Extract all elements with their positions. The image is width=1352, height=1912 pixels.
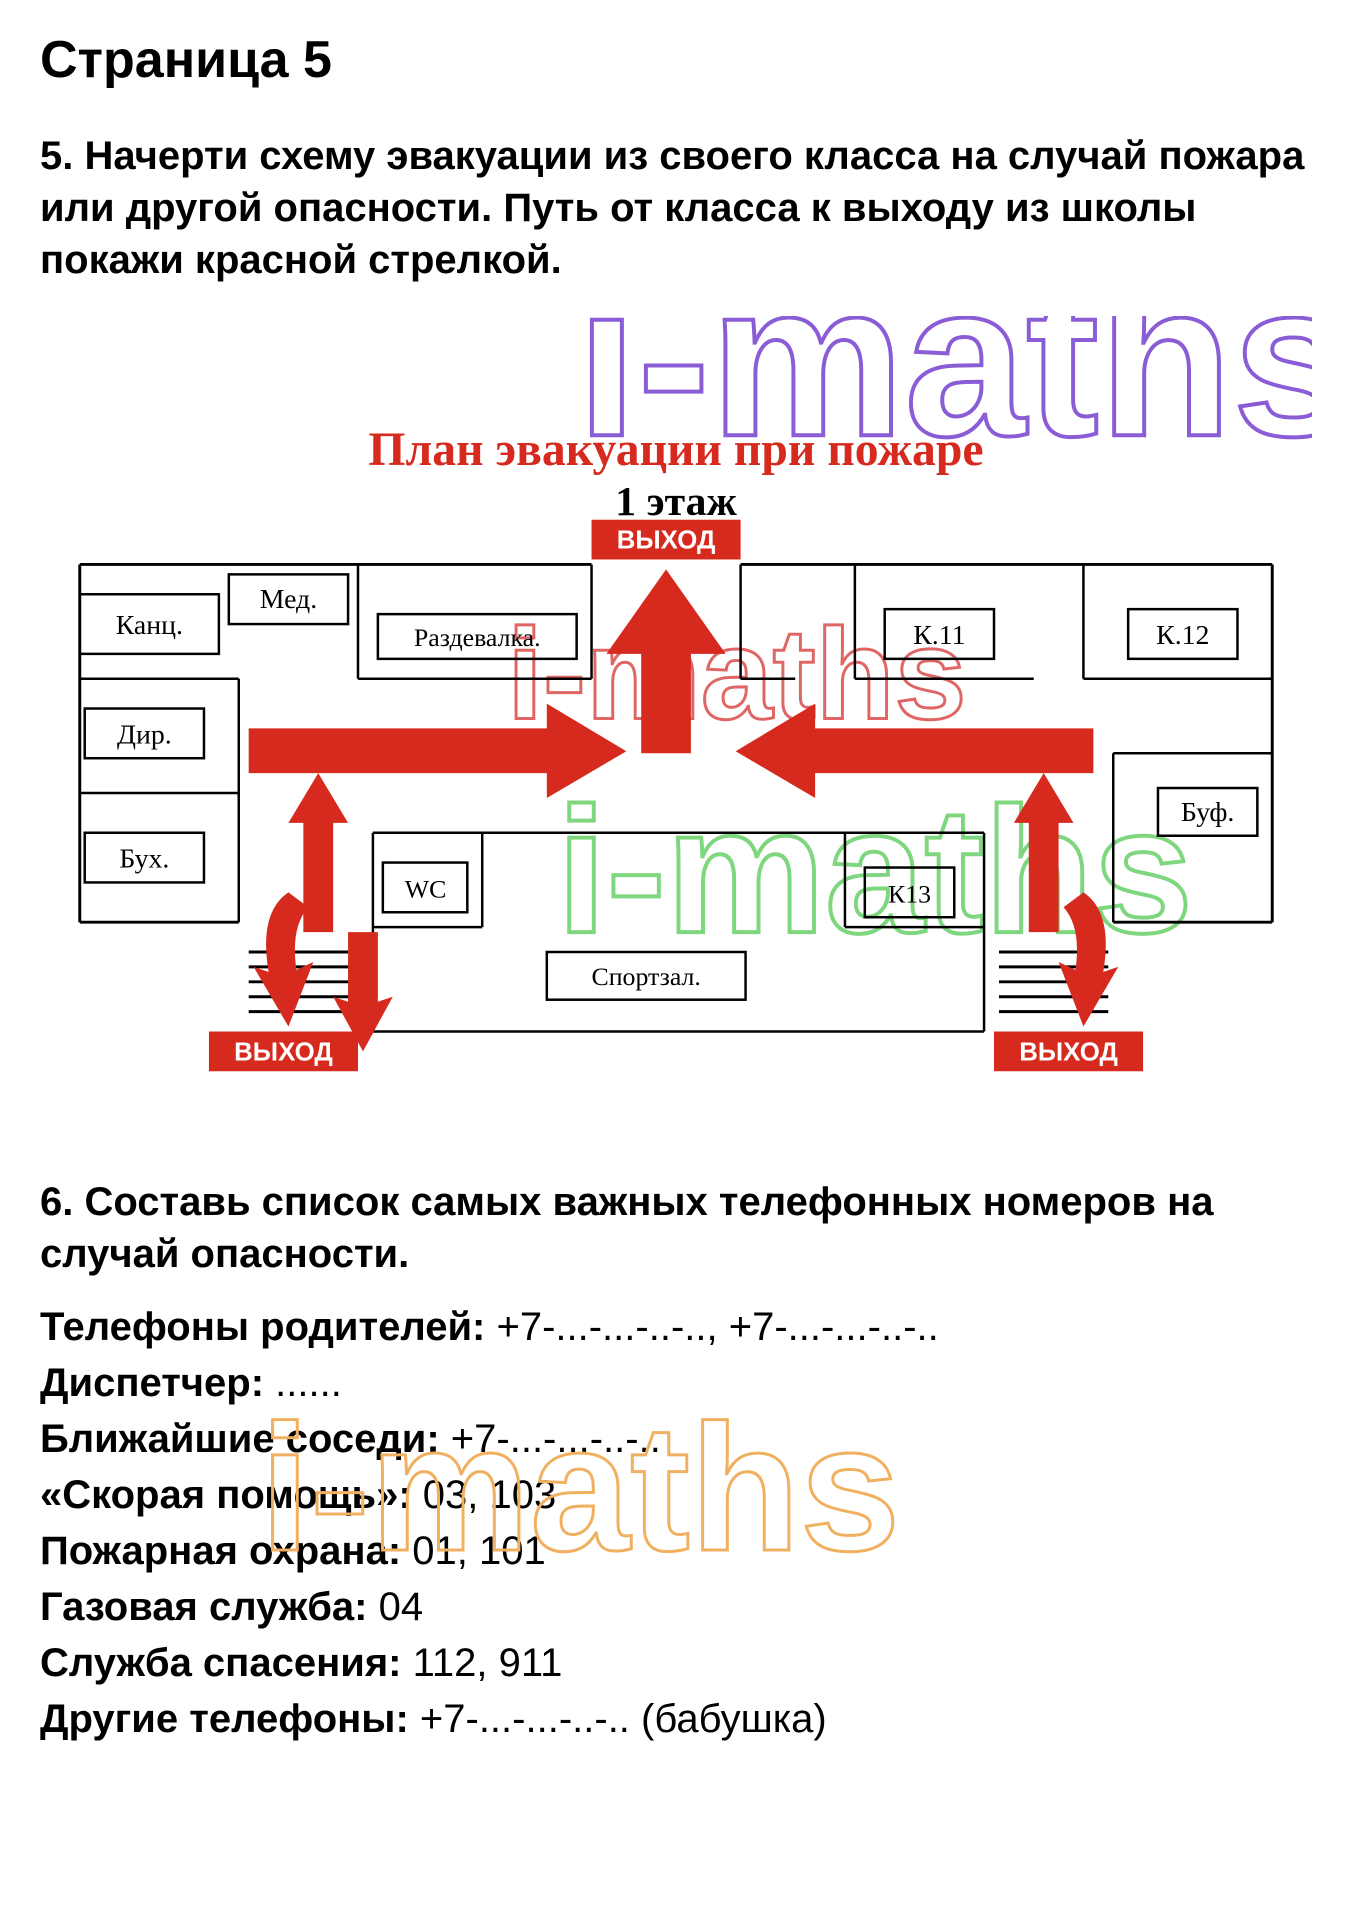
plan-svg: i-maths i-maths i-maths План эвакуации п…	[40, 316, 1312, 1131]
phone-row: Пожарная охрана: 01, 101	[40, 1524, 1312, 1578]
phone-row: Диспетчер: ......	[40, 1356, 1312, 1410]
room-bukh: Бух.	[119, 844, 169, 875]
room-wc: WC	[405, 874, 447, 903]
phone-row: Газовая служба: 04	[40, 1580, 1312, 1634]
room-k11: К.11	[913, 620, 965, 651]
phone-label: «Скорая помощь»:	[40, 1473, 412, 1517]
room-dir: Дир.	[117, 719, 172, 750]
phone-value: 04	[367, 1585, 423, 1629]
task6-block: 6. Составь список самых важных телефонны…	[40, 1176, 1312, 1746]
room-razdevalka: Раздевалка.	[414, 623, 541, 652]
task5-text: 5. Начерти схему эвакуации из своего кла…	[40, 130, 1312, 286]
phone-row: Другие телефоны: +7-...-...-..-.. (бабуш…	[40, 1692, 1312, 1746]
plan-subtitle: 1 этаж	[615, 479, 737, 525]
phone-row: Служба спасения: 112, 911	[40, 1636, 1312, 1690]
phone-row: Ближайшие соседи: +7-...-...-..-..	[40, 1412, 1312, 1466]
phone-label: Газовая служба:	[40, 1585, 367, 1629]
phone-value: ......	[264, 1361, 342, 1405]
room-k13: К13	[888, 879, 931, 908]
phone-value: 03, 103	[412, 1473, 557, 1517]
exit-top-label: ВЫХОД	[617, 527, 716, 555]
exit-br-label: ВЫХОД	[1019, 1038, 1118, 1066]
room-med: Мед.	[260, 584, 317, 615]
phone-value: +7-...-...-..-..	[440, 1417, 661, 1461]
phone-value: +7-...-...-..-.., +7-...-...-..-..	[485, 1305, 938, 1349]
room-buf: Буф.	[1181, 797, 1234, 828]
phone-label: Диспетчер:	[40, 1361, 264, 1405]
phone-value: 01, 101	[401, 1529, 546, 1573]
phone-value: 112, 911	[401, 1641, 562, 1685]
task6-intro: 6. Составь список самых важных телефонны…	[40, 1176, 1312, 1280]
phone-row: «Скорая помощь»: 03, 103	[40, 1468, 1312, 1522]
room-k12: К.12	[1156, 620, 1209, 651]
phone-row: Телефоны родителей: +7-...-...-..-.., +7…	[40, 1300, 1312, 1354]
phone-label: Пожарная охрана:	[40, 1529, 401, 1573]
exit-bl-label: ВЫХОД	[234, 1038, 333, 1066]
phone-label: Телефоны родителей:	[40, 1305, 485, 1349]
phone-label: Другие телефоны:	[40, 1697, 409, 1741]
page-title: Страница 5	[40, 30, 1312, 90]
phone-label: Ближайшие соседи:	[40, 1417, 440, 1461]
room-kanc: Канц.	[116, 610, 183, 641]
phone-value: +7-...-...-..-.. (бабушка)	[409, 1697, 827, 1741]
room-sportzal: Спортзал.	[591, 962, 700, 991]
plan-title: План эвакуации при пожаре	[368, 424, 983, 476]
evacuation-plan: i-maths i-maths i-maths План эвакуации п…	[40, 316, 1312, 1136]
phone-label: Служба спасения:	[40, 1641, 401, 1685]
